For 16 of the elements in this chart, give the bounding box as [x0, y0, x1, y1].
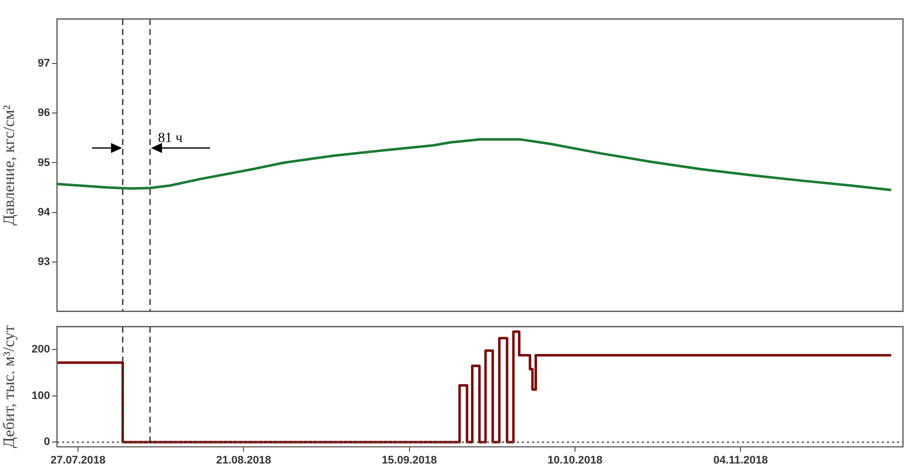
y-tick-label: 0 [44, 436, 50, 448]
x-tick-label: 10.10.2018 [547, 454, 603, 466]
y-axis-title: Давление, кгс/см² [0, 104, 18, 226]
y-tick-label: 93 [38, 256, 50, 268]
y-tick-label: 97 [38, 58, 50, 70]
annotation: 81 ч [158, 130, 183, 146]
y-tick-label: 100 [32, 390, 50, 402]
x-tick-label: 04.11.2018 [713, 454, 768, 466]
y-tick-label: 95 [38, 156, 50, 169]
y-axis-title: Дебит, тыс. м³/сут [0, 325, 18, 448]
x-tick-label: 15.09.2018 [382, 454, 437, 466]
y-tick-label: 94 [38, 206, 51, 218]
x-tick-label: 21.08.2018 [216, 454, 272, 466]
x-tick-label: 27.07.2018 [50, 454, 106, 466]
y-tick-label: 200 [32, 344, 50, 356]
y-tick-label: 96 [38, 107, 50, 120]
